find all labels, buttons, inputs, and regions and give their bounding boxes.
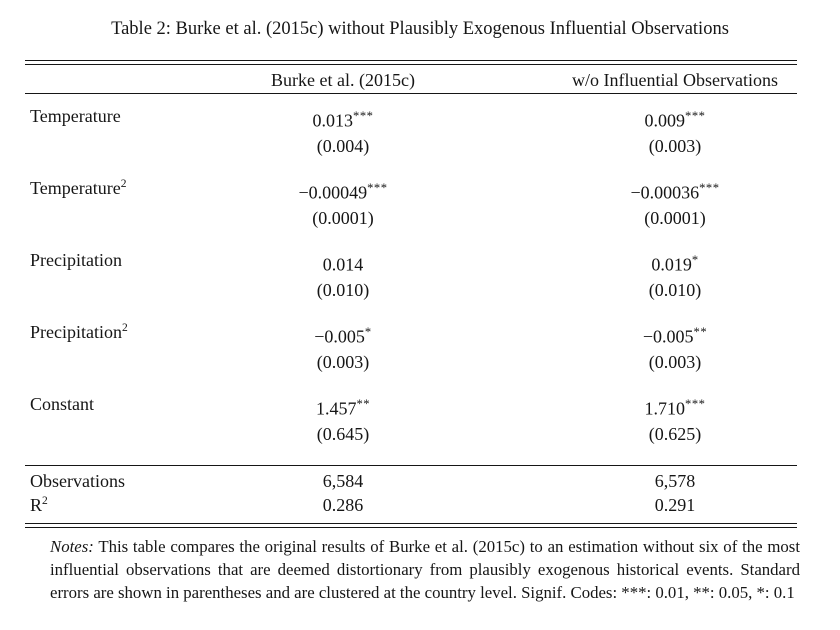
estimate-col2: −0.005**: [553, 319, 797, 349]
std-error-col2: (0.003): [648, 136, 702, 157]
std-error-col1: (0.004): [316, 136, 370, 157]
table-row-temperature-squared: Temperature2 −0.00049*** −0.00036*** (0.…: [25, 175, 797, 231]
stat-value-col2: 0.291: [654, 495, 696, 515]
row-label: Observations: [25, 469, 133, 493]
notes-text: This table compares the original results…: [50, 537, 800, 602]
std-error-col2: (0.0001): [644, 208, 706, 229]
significance-stars: ***: [685, 109, 706, 123]
row-label-superscript: 2: [42, 495, 48, 507]
estimate-col1: 0.013***: [133, 103, 553, 133]
estimate-col1: 0.014: [133, 247, 553, 277]
spacer: [25, 205, 133, 231]
estimate-value: −0.00049: [298, 182, 368, 203]
significance-stars: ***: [685, 397, 706, 411]
row-label-superscript: 2: [120, 178, 127, 190]
estimate-value: 1.457: [315, 398, 357, 419]
row-label: Precipitation2: [25, 319, 133, 349]
row-label-text: R: [30, 495, 43, 515]
bottom-double-rule: [25, 523, 797, 528]
std-error-col1: (0.645): [316, 424, 370, 445]
row-label: Temperature2: [25, 175, 133, 205]
row-label: R2: [25, 493, 133, 517]
row-label: Precipitation: [25, 247, 133, 277]
significance-stars: *: [691, 253, 699, 267]
row-label-text: Observations: [30, 471, 125, 491]
notes-label: Notes:: [50, 537, 94, 556]
significance-stars: **: [693, 325, 708, 339]
table-row-r-squared: R2 0.286 0.291: [25, 493, 797, 517]
table-row-constant: Constant 1.457** 1.710*** (0.645) (0.625…: [25, 391, 797, 447]
significance-stars: ***: [699, 181, 720, 195]
significance-stars: ***: [353, 109, 374, 123]
row-label-superscript: 2: [121, 322, 128, 334]
column-header-without-influential: w/o Influential Observations: [572, 70, 778, 90]
header-spacer: [25, 68, 133, 93]
estimate-value: −0.005: [314, 326, 365, 347]
table-row-temperature: Temperature 0.013*** 0.009*** (0.004) (0…: [25, 103, 797, 159]
column-header-row: Burke et al. (2015c) w/o Influential Obs…: [25, 68, 797, 93]
row-label-text: Precipitation: [30, 322, 122, 342]
table-row-precipitation: Precipitation 0.014 0.019* (0.010) (0.01…: [25, 247, 797, 303]
estimate-value: −0.00036: [630, 182, 700, 203]
spacer: [25, 133, 133, 159]
stat-value-col1: 0.286: [322, 495, 364, 515]
std-error-col1: (0.003): [316, 352, 370, 373]
table-row-precipitation-squared: Precipitation2 −0.005* −0.005** (0.003) …: [25, 319, 797, 375]
top-double-rule: [25, 60, 797, 65]
row-label-text: Precipitation: [30, 250, 122, 270]
spacer: [25, 421, 133, 447]
spacer: [25, 349, 133, 375]
row-label-text: Temperature: [30, 106, 121, 126]
stats-top-rule: [25, 465, 797, 466]
estimate-col2: 1.710***: [553, 391, 797, 421]
estimate-value: 0.009: [644, 110, 686, 131]
spacer: [25, 277, 133, 303]
estimate-col2: −0.00036***: [553, 175, 797, 205]
estimate-value: 0.014: [322, 254, 364, 275]
significance-stars: ***: [367, 181, 388, 195]
std-error-col2: (0.625): [648, 424, 702, 445]
estimate-col2: 0.009***: [553, 103, 797, 133]
estimate-value: 0.013: [312, 110, 354, 131]
estimate-col1: −0.005*: [133, 319, 553, 349]
table-row-observations: Observations 6,584 6,578: [25, 469, 797, 493]
stat-value-col2: 6,578: [654, 471, 696, 491]
std-error-col1: (0.0001): [312, 208, 374, 229]
row-label-text: Constant: [30, 394, 95, 414]
row-label: Constant: [25, 391, 133, 421]
significance-stars: *: [364, 325, 372, 339]
estimate-value: 1.710: [644, 398, 686, 419]
estimate-col1: 1.457**: [133, 391, 553, 421]
estimate-value: 0.019: [651, 254, 692, 275]
table-title: Table 2: Burke et al. (2015c) without Pl…: [111, 19, 729, 39]
estimate-col2: 0.019*: [553, 247, 797, 277]
table-notes: Notes: This table compares the original …: [50, 535, 800, 604]
row-label: Temperature: [25, 103, 133, 133]
std-error-col2: (0.010): [648, 280, 702, 301]
std-error-col1: (0.010): [316, 280, 370, 301]
column-header-burke: Burke et al. (2015c): [271, 70, 415, 90]
stat-value-col1: 6,584: [322, 471, 364, 491]
significance-stars: **: [356, 397, 371, 411]
header-bottom-rule: [25, 93, 797, 94]
estimate-col1: −0.00049***: [133, 175, 553, 205]
std-error-col2: (0.003): [648, 352, 702, 373]
estimate-value: −0.005: [642, 326, 694, 347]
row-label-text: Temperature: [30, 178, 121, 198]
